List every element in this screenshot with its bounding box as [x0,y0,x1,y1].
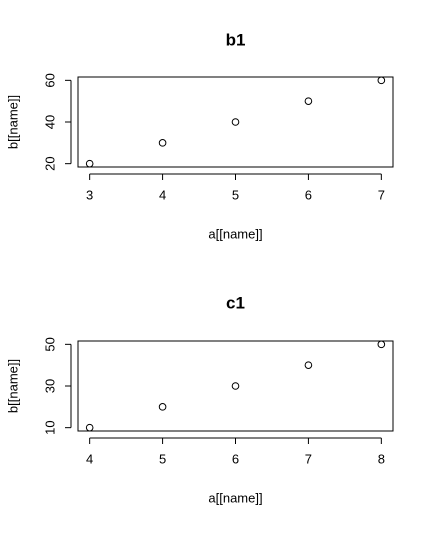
y-tick-label: 60 [42,73,57,87]
x-tick-label: 8 [378,451,385,466]
point [85,159,94,168]
x-tick-label: 4 [86,451,93,466]
y-tick-label: 40 [42,115,57,129]
x-tick-label: 7 [378,187,385,202]
plot-box [77,340,394,432]
point [158,139,167,147]
y-tick-label: 20 [42,156,57,170]
plot-box [77,76,394,168]
point [304,361,313,369]
y-tick-label: 50 [42,337,57,351]
chart-title: c1 [226,293,245,312]
x-tick-label: 5 [232,187,239,202]
point [304,97,313,105]
point [85,423,94,432]
x-axis-label: a[[name]] [208,490,262,505]
y-axis-label: b[[name]] [5,359,20,413]
x-tick-label: 6 [305,187,312,202]
y-tick-label: 10 [42,420,57,434]
point [377,340,386,349]
y-axis-label: b[[name]] [5,95,20,149]
point [377,76,386,85]
x-tick-label: 4 [159,187,166,202]
y-tick-label: 30 [42,379,57,393]
chart-title: b1 [226,30,246,49]
x-tick-label: 7 [305,451,312,466]
x-tick-label: 5 [159,451,166,466]
x-tick-label: 3 [86,187,93,202]
point [231,382,240,390]
x-tick-label: 6 [232,451,239,466]
x-axis-label: a[[name]] [208,226,262,241]
point [231,118,240,126]
point [158,403,167,411]
